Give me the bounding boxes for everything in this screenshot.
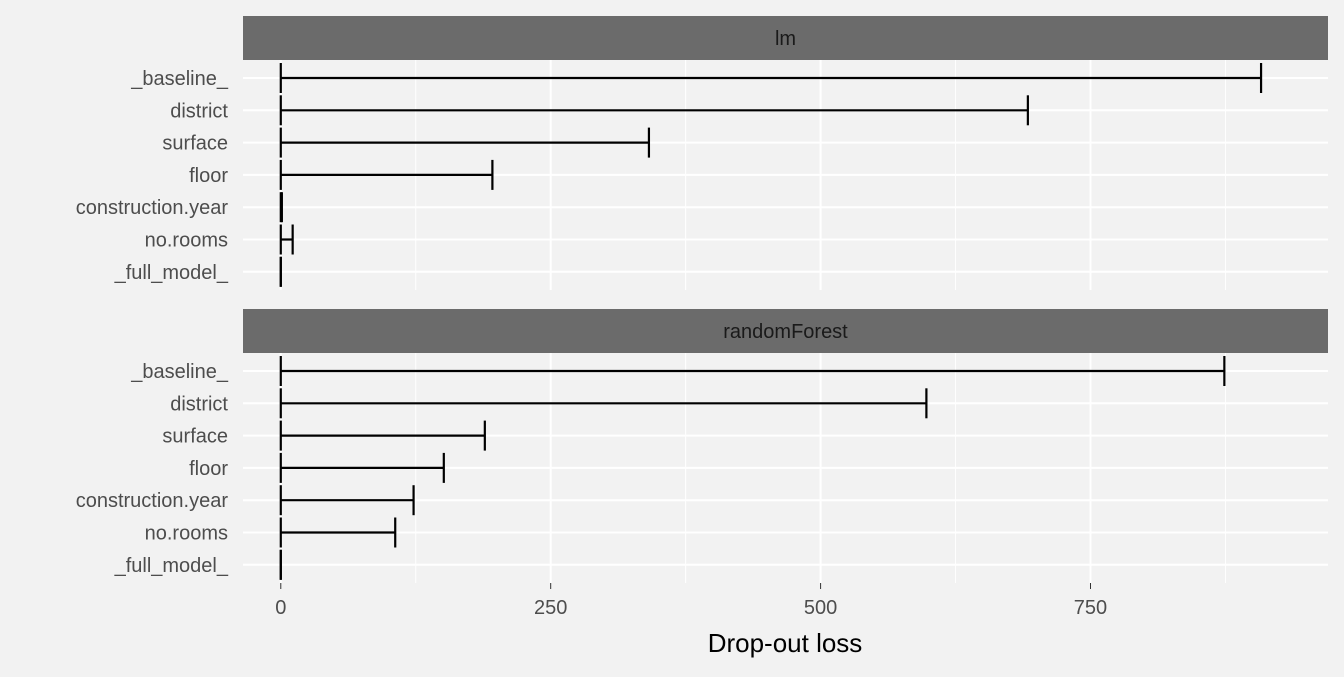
loss-bar (279, 95, 1029, 126)
strip-randomForest (243, 309, 1328, 353)
y-tick-label: _baseline_ (130, 68, 229, 90)
loss-bar (279, 485, 415, 516)
panel-randomForest: _baseline_ district surface floor constructi… (76, 309, 1328, 583)
y-tick-label: no.rooms (145, 523, 228, 545)
y-tick-label: _baseline_ (130, 361, 229, 383)
strip-label: randomForest (723, 321, 848, 343)
y-tick-label: _full_model_ (114, 262, 229, 284)
y-tick-label: floor (189, 458, 228, 480)
y-tick-label: surface (162, 426, 228, 448)
loss-bar (279, 452, 445, 483)
loss-bar (279, 192, 283, 223)
y-tick-label: surface (162, 133, 228, 155)
y-tick-label: floor (189, 165, 228, 187)
loss-bar (279, 224, 294, 255)
y-tick-label: _full_model_ (114, 555, 229, 577)
panels: _baseline_ district surface floor constructi… (76, 16, 1328, 583)
y-tick-label: district (170, 100, 228, 122)
loss-bar (279, 63, 1263, 93)
y-tick-label: construction.year (76, 197, 229, 219)
loss-bar (279, 517, 397, 548)
strip-lm (243, 16, 1328, 60)
y-tick-label: no.rooms (145, 230, 228, 252)
x-tick-label: 250 (534, 597, 567, 619)
y-tick-label: district (170, 393, 228, 415)
loss-bar (279, 159, 494, 190)
x-axis-title: Drop-out loss (708, 628, 863, 658)
strip-label: lm (775, 28, 796, 50)
x-tick-label: 0 (275, 597, 286, 619)
loss-bar (279, 420, 486, 451)
loss-bar (279, 127, 651, 158)
x-axis: 0 250 500 750 (275, 583, 1107, 619)
loss-bar (279, 356, 1226, 386)
x-tick-label: 500 (804, 597, 837, 619)
loss-bar (279, 388, 928, 419)
panel-lm: _baseline_ district surface floor constructi… (76, 16, 1328, 290)
x-tick-label: 750 (1074, 597, 1107, 619)
y-tick-label: construction.year (76, 490, 229, 512)
